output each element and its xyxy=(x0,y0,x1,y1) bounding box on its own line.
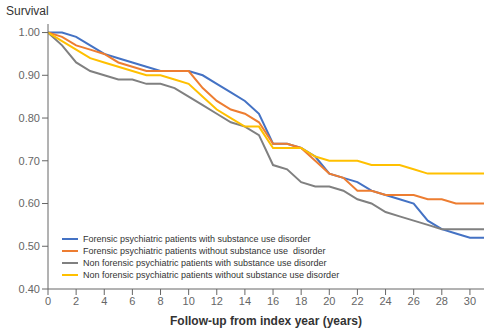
svg-text:0.60: 0.60 xyxy=(19,197,40,209)
svg-text:0: 0 xyxy=(45,295,51,307)
svg-text:0.80: 0.80 xyxy=(19,112,40,124)
html-text:Non forensic psychiatric patie: Non forensic psychiatric patients withou… xyxy=(83,270,340,280)
svg-text:0.90: 0.90 xyxy=(19,69,40,81)
svg-text:12: 12 xyxy=(211,295,223,307)
svg-text:16: 16 xyxy=(267,295,279,307)
svg-text:22: 22 xyxy=(351,295,363,307)
html-text:Non forensic psychiatric patie: Non forensic psychiatric patients with s… xyxy=(83,258,327,268)
svg-text:0.50: 0.50 xyxy=(19,240,40,252)
svg-text:26: 26 xyxy=(408,295,420,307)
svg-text:2: 2 xyxy=(73,295,79,307)
svg-text:24: 24 xyxy=(379,295,391,307)
svg-text:Follow-up from index year (yea: Follow-up from index year (years) xyxy=(170,314,362,328)
html-text:Forensic psychiatric patients: Forensic psychiatric patients with subst… xyxy=(83,234,311,244)
svg-text:18: 18 xyxy=(295,295,307,307)
svg-text:28: 28 xyxy=(436,295,448,307)
svg-text:6: 6 xyxy=(129,295,135,307)
svg-text:30: 30 xyxy=(464,295,476,307)
svg-text:14: 14 xyxy=(239,295,251,307)
svg-text:8: 8 xyxy=(157,295,163,307)
svg-text:0.70: 0.70 xyxy=(19,155,40,167)
svg-text:0.40: 0.40 xyxy=(19,283,40,295)
html-text:Survival: Survival xyxy=(6,4,49,18)
svg-text:1.00: 1.00 xyxy=(19,26,40,38)
svg-text:10: 10 xyxy=(183,295,195,307)
svg-text:4: 4 xyxy=(101,295,107,307)
svg-text:20: 20 xyxy=(323,295,335,307)
html-text:Forensic psychiatric patients: Forensic psychiatric patients without su… xyxy=(83,246,326,256)
